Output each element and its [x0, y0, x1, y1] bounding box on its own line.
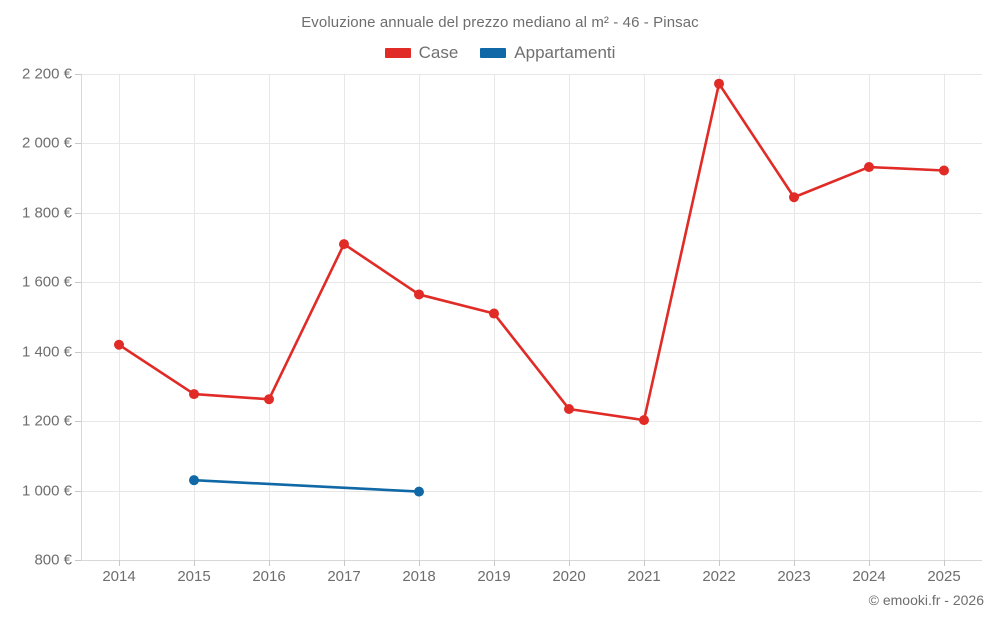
- x-tick-mark: [794, 560, 795, 566]
- y-axis-tick-label: 1 600 €: [21, 273, 72, 291]
- gridline-vertical: [719, 74, 720, 560]
- x-axis-tick-label: 2016: [252, 568, 286, 585]
- copyright-credit: © emooki.fr - 2026: [868, 592, 984, 608]
- gridline-horizontal: [81, 490, 982, 492]
- gridline-horizontal: [81, 421, 982, 423]
- gridline-vertical: [119, 74, 120, 560]
- chart-legend: Case Appartamenti: [0, 43, 1000, 63]
- y-tick-mark: [75, 143, 81, 145]
- y-axis-tick-label: 1 000 €: [21, 482, 72, 500]
- y-axis-tick-label: 2 200 €: [21, 65, 72, 83]
- data-point-case-2019[interactable]: [489, 308, 499, 319]
- legend-swatch-case: [384, 48, 411, 58]
- x-tick-mark: [569, 560, 570, 566]
- gridline-horizontal: [81, 282, 982, 284]
- x-axis-tick-label: 2018: [402, 568, 436, 585]
- data-point-case-2022[interactable]: [714, 78, 724, 89]
- legend-label-case: Case: [418, 43, 459, 62]
- y-tick-mark: [75, 351, 81, 353]
- x-axis-tick-label: 2021: [627, 568, 661, 585]
- x-tick-mark: [344, 560, 345, 566]
- data-point-case-2014[interactable]: [114, 339, 124, 350]
- y-tick-mark: [75, 282, 81, 284]
- data-point-case-2015[interactable]: [189, 389, 199, 400]
- y-axis-tick-label: 800 €: [34, 551, 72, 569]
- gridline-vertical: [344, 74, 345, 560]
- data-point-case-2017[interactable]: [339, 239, 349, 250]
- legend-item-case[interactable]: Case: [384, 43, 459, 63]
- legend-label-appartamenti: Appartamenti: [514, 43, 616, 62]
- x-tick-mark: [194, 560, 195, 566]
- x-axis-tick-label: 2023: [777, 568, 811, 585]
- y-tick-mark: [75, 212, 81, 214]
- y-axis-tick-label: 1 400 €: [21, 343, 72, 361]
- x-tick-mark: [644, 560, 645, 566]
- y-axis-tick-label: 1 800 €: [21, 204, 72, 222]
- y-axis-tick-label: 1 200 €: [21, 412, 72, 430]
- x-tick-mark: [119, 560, 120, 566]
- x-axis-tick-label: 2020: [552, 568, 586, 585]
- data-point-case-2023[interactable]: [789, 192, 799, 203]
- y-tick-mark: [75, 74, 81, 75]
- x-axis-tick-label: 2019: [477, 568, 511, 585]
- x-axis-line: [81, 560, 982, 561]
- legend-swatch-appartamenti: [480, 48, 507, 58]
- gridline-vertical: [944, 74, 945, 560]
- data-point-case-2018[interactable]: [414, 289, 424, 300]
- x-tick-mark: [944, 560, 945, 566]
- x-axis-tick-label: 2025: [927, 568, 961, 585]
- data-point-case-2016[interactable]: [264, 394, 274, 405]
- gridline-vertical: [419, 74, 420, 560]
- data-point-appartamenti-2015[interactable]: [189, 475, 199, 486]
- x-axis-tick-label: 2015: [177, 568, 211, 585]
- x-tick-mark: [719, 560, 720, 566]
- data-point-case-2021[interactable]: [639, 415, 649, 426]
- x-axis-tick-label: 2022: [702, 568, 736, 585]
- y-axis-labels: 800 € 1 000 € 1 200 € 1 400 € 1 600 € 1 800 €…: [0, 0, 72, 625]
- x-tick-mark: [494, 560, 495, 566]
- gridline-horizontal: [81, 143, 982, 145]
- y-axis-line: [81, 74, 82, 561]
- y-tick-mark: [75, 560, 81, 561]
- series-line-appartamenti: [192, 478, 421, 493]
- gridline-vertical: [569, 74, 570, 560]
- series-line-case: [117, 82, 946, 422]
- data-point-case-2025[interactable]: [939, 165, 949, 176]
- data-point-appartamenti-2018[interactable]: [414, 486, 424, 497]
- chart-title: Evoluzione annuale del prezzo mediano al…: [301, 14, 699, 31]
- x-tick-mark: [419, 560, 420, 566]
- gridline-vertical: [269, 74, 270, 560]
- y-axis-tick-label: 2 000 €: [21, 134, 72, 152]
- legend-item-appartamenti[interactable]: Appartamenti: [480, 43, 615, 63]
- gridline-horizontal: [81, 351, 982, 353]
- gridline-vertical: [644, 74, 645, 560]
- x-axis-tick-label: 2014: [102, 568, 136, 585]
- gridline-horizontal: [81, 212, 982, 214]
- x-axis-tick-label: 2017: [327, 568, 361, 585]
- gridline-vertical: [794, 74, 795, 560]
- data-point-case-2024[interactable]: [864, 162, 874, 173]
- gridline-vertical: [869, 74, 870, 560]
- y-tick-mark: [75, 490, 81, 492]
- gridline-vertical: [194, 74, 195, 560]
- x-axis-tick-label: 2024: [852, 568, 886, 585]
- y-tick-mark: [75, 421, 81, 423]
- x-tick-mark: [869, 560, 870, 566]
- data-point-case-2020[interactable]: [564, 403, 574, 414]
- gridline-horizontal: [81, 74, 982, 75]
- x-tick-mark: [269, 560, 270, 566]
